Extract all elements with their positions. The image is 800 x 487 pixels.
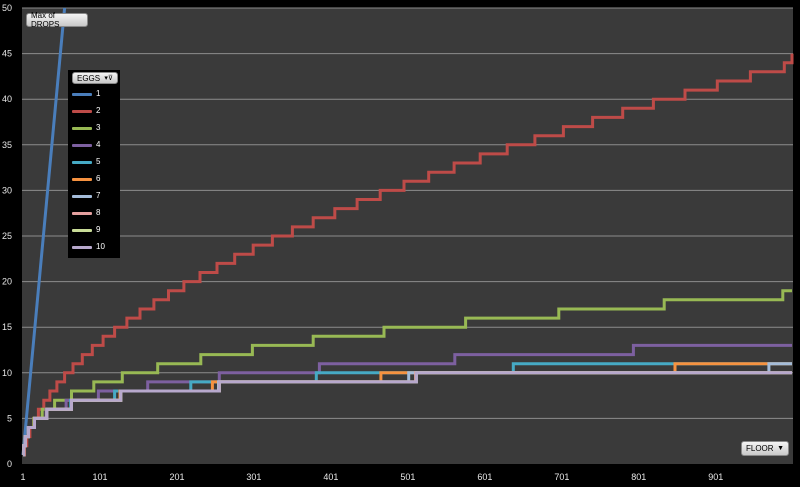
legend-label: 4 [96, 140, 101, 149]
legend-label: 5 [96, 157, 101, 166]
x-tick-label: 901 [708, 472, 723, 482]
axis-field-button[interactable]: FLOOR ▼ [741, 441, 789, 456]
legend-label: 10 [96, 242, 105, 251]
values-field-label: Max of DROPS [31, 11, 60, 29]
legend-swatch [72, 110, 92, 113]
y-tick-label: 40 [2, 94, 12, 104]
y-tick-label: 0 [7, 459, 12, 469]
legend-swatch [72, 229, 92, 232]
legend-label: 1 [96, 89, 101, 98]
x-tick-label: 801 [631, 472, 646, 482]
legend-item-9: 9 [68, 224, 120, 236]
legend-item-5: 5 [68, 156, 120, 168]
legend-label: 9 [96, 225, 101, 234]
y-tick-label: 50 [2, 3, 12, 13]
values-field-button[interactable]: Max of DROPS [26, 11, 88, 29]
filter-dropdown-icon: ▾⊽ [104, 75, 113, 82]
y-tick-label: 20 [2, 277, 12, 287]
x-tick-label: 601 [477, 472, 492, 482]
legend-title: EGGS [77, 73, 101, 83]
series-lines [21, 7, 794, 457]
axis-field-label: FLOOR [746, 444, 774, 453]
y-tick-label: 25 [2, 231, 12, 241]
legend-swatch [72, 195, 92, 198]
legend-label: 6 [96, 174, 101, 183]
legend-item-7: 7 [68, 190, 120, 202]
x-axis-ticks: 1 101 201 301 401 501 601 701 801 901 [20, 472, 723, 482]
legend-label: 8 [96, 208, 101, 217]
legend-label: 3 [96, 123, 101, 132]
legend-swatch [72, 178, 92, 181]
y-axis-ticks: 0 5 10 15 20 25 30 35 40 45 50 [2, 3, 12, 469]
y-tick-label: 35 [2, 140, 12, 150]
legend-item-4: 4 [68, 139, 120, 151]
legend-swatch [72, 161, 92, 164]
y-tick-label: 10 [2, 368, 12, 378]
legend-swatch [72, 127, 92, 130]
x-tick-label: 201 [169, 472, 184, 482]
legend-item-3: 3 [68, 122, 120, 134]
legend: EGGS ▾⊽ 1 2 3 4 5 6 7 8 9 10 [68, 70, 120, 258]
y-tick-label: 15 [2, 322, 12, 332]
x-tick-label: 401 [323, 472, 338, 482]
series-line-2 [23, 53, 794, 457]
y-tick-label: 30 [2, 185, 12, 195]
x-tick-label: 101 [92, 472, 107, 482]
x-tick-label: 501 [400, 472, 415, 482]
x-tick-label: 301 [246, 472, 261, 482]
legend-item-10: 10 [68, 241, 120, 253]
legend-item-8: 8 [68, 207, 120, 219]
legend-item-6: 6 [68, 173, 120, 185]
series-line-1 [21, 7, 67, 456]
legend-swatch [72, 93, 92, 96]
dropdown-arrow-icon: ▼ [777, 445, 784, 452]
y-tick-label: 5 [7, 413, 12, 423]
series-line-10 [22, 371, 792, 457]
legend-swatch [72, 246, 92, 249]
legend-item-1: 1 [68, 88, 120, 100]
legend-field-button[interactable]: EGGS ▾⊽ [72, 72, 118, 84]
legend-label: 2 [96, 106, 101, 115]
legend-swatch [72, 144, 92, 147]
y-tick-label: 45 [2, 49, 12, 59]
x-tick-label: 701 [554, 472, 569, 482]
legend-swatch [72, 212, 92, 215]
legend-item-2: 2 [68, 105, 120, 117]
x-tick-label: 1 [20, 472, 25, 482]
legend-label: 7 [96, 191, 101, 200]
